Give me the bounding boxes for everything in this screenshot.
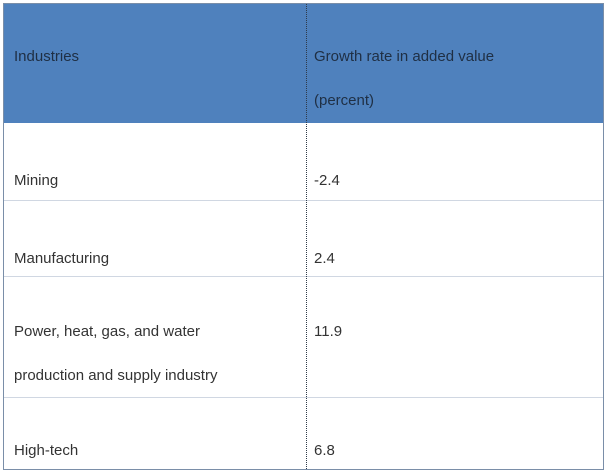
header-growth-rate: Growth rate in added value (percent): [314, 35, 594, 123]
industry-cell: Manufacturing: [14, 250, 110, 267]
table-row: Mining -2.4: [4, 123, 603, 200]
growth-cell: 6.8: [314, 442, 335, 459]
data-table: Industries Growth rate in added value (p…: [3, 3, 604, 470]
header-growth-line2: (percent): [314, 92, 375, 109]
industry-cell: High-tech: [14, 442, 79, 459]
table-row: Power, heat, gas, and water production a…: [4, 276, 603, 397]
industry-line2: production and supply industry: [14, 367, 218, 384]
industry-line1: Power, heat, gas, and water: [14, 323, 200, 340]
header-industries: Industries: [14, 35, 294, 79]
table-header-row: Industries Growth rate in added value (p…: [4, 4, 603, 123]
table-row: Manufacturing 2.4: [4, 200, 603, 276]
header-industries-label: Industries: [14, 48, 80, 65]
column-divider: [306, 4, 307, 469]
header-growth-line1: Growth rate in added value: [314, 48, 495, 65]
growth-cell: 11.9: [314, 323, 343, 340]
table-row: High-tech 6.8: [4, 397, 603, 469]
industry-cell: Power, heat, gas, and water production a…: [14, 310, 294, 398]
industry-cell: Mining: [14, 172, 59, 189]
growth-cell: 2.4: [314, 250, 335, 267]
growth-cell: -2.4: [314, 172, 340, 189]
